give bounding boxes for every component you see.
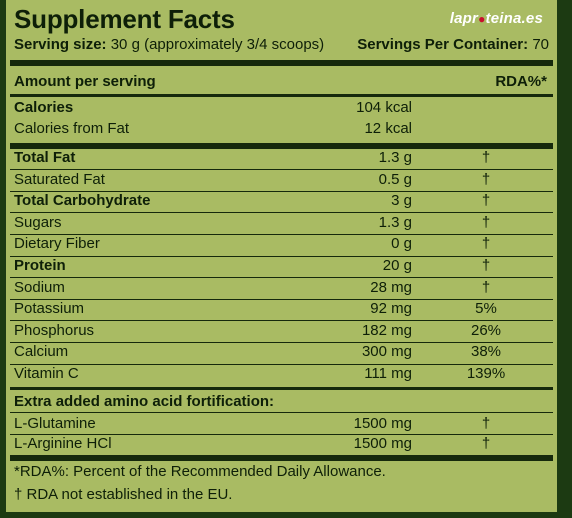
nutrient-amount: 1.3 g <box>378 213 412 231</box>
nutrient-name: Phosphorus <box>14 321 95 339</box>
nutrient-amount: 92 mg <box>370 300 412 318</box>
nutrient-name: Protein <box>14 257 66 274</box>
nutrient-name: Dietary Fiber <box>14 235 100 253</box>
divider-thin <box>10 342 553 343</box>
divider-thick <box>10 60 553 66</box>
nutrient-amount: 1.3 g <box>378 149 412 166</box>
divider-medium <box>10 94 553 97</box>
nutrient-rda: 26% <box>470 321 502 339</box>
divider-thin <box>10 169 553 170</box>
divider-thin <box>10 234 553 235</box>
nutrient-rda: 38% <box>470 343 502 361</box>
amino-rda: † <box>481 415 491 432</box>
divider-thick <box>10 143 553 149</box>
nutrient-amount: 300 mg <box>361 343 412 361</box>
nutrient-amount: 182 mg <box>361 321 412 339</box>
nutrient-name: Saturated Fat <box>14 170 105 188</box>
nutrient-amount: 104 kcal <box>356 99 412 116</box>
divider-thin <box>10 191 553 192</box>
nutrient-name: Sugars <box>14 213 62 231</box>
amino-name: L-Arginine HCl <box>14 435 112 452</box>
nutrient-rda: † <box>481 192 491 210</box>
rda-header: RDA%* <box>495 73 547 90</box>
nutrient-name: Potassium <box>14 300 85 318</box>
divider-thin <box>10 434 553 435</box>
divider-thin <box>10 412 553 413</box>
nutrient-rda: † <box>481 213 491 231</box>
nutrient-name: Calcium <box>14 343 69 361</box>
nutrient-name: Calories from Fat <box>14 120 130 137</box>
serving-info: Serving size: 30 g (approximately 3/4 sc… <box>14 36 549 53</box>
nutrient-amount: 12 kcal <box>364 120 412 137</box>
nutrient-amount: 0.5 g <box>378 170 412 188</box>
nutrient-name: Total Fat <box>14 149 76 166</box>
divider-thin <box>10 256 553 257</box>
divider-thin <box>10 212 553 213</box>
nutrient-name: Calories <box>14 99 74 116</box>
nutrient-rda: 139% <box>466 365 506 382</box>
amino-heading: Extra added amino acid fortification: <box>14 393 275 410</box>
brand-logo: lapr●teina.es <box>449 10 543 27</box>
nutrient-name: Sodium <box>14 278 65 296</box>
amino-rda: † <box>481 435 491 452</box>
divider-thin <box>10 320 553 321</box>
amount-per-serving-header: Amount per serving <box>14 73 156 90</box>
nutrient-rda: † <box>481 257 491 274</box>
nutrient-rda: † <box>481 278 491 296</box>
nutrient-rda: † <box>481 170 491 188</box>
nutrient-amount: 3 g <box>391 192 412 210</box>
servings-per-container: Servings Per Container: 70 <box>357 36 549 53</box>
amino-amount: 1500 mg <box>353 435 412 452</box>
divider-thin <box>10 299 553 300</box>
amino-amount: 1500 mg <box>353 415 412 432</box>
amino-name: L-Glutamine <box>14 415 96 432</box>
divider-thick <box>10 455 553 461</box>
page-title: Supplement Facts <box>14 4 235 34</box>
footnote-dagger: † RDA not established in the EU. <box>14 486 233 503</box>
nutrient-rda: † <box>481 235 491 253</box>
nutrient-amount: 111 mg <box>364 365 412 382</box>
divider-thin <box>10 277 553 278</box>
nutrient-amount: 28 mg <box>370 278 412 296</box>
nutrient-rda: † <box>481 149 491 166</box>
supplement-facts-label: Supplement Facts lapr●teina.es Serving s… <box>6 0 557 512</box>
nutrient-amount: 0 g <box>391 235 412 253</box>
footnote-rda: *RDA%: Percent of the Recommended Daily … <box>14 463 386 480</box>
nutrient-name: Vitamin C <box>14 365 79 382</box>
nutrient-amount: 20 g <box>382 257 412 274</box>
logo-dot-icon: ● <box>478 12 486 26</box>
nutrient-rda: 5% <box>475 300 497 318</box>
serving-size: Serving size: 30 g (approximately 3/4 sc… <box>14 36 325 53</box>
nutrient-name: Total Carbohydrate <box>14 192 151 210</box>
divider-thin <box>10 364 553 365</box>
divider-medium <box>10 387 553 390</box>
